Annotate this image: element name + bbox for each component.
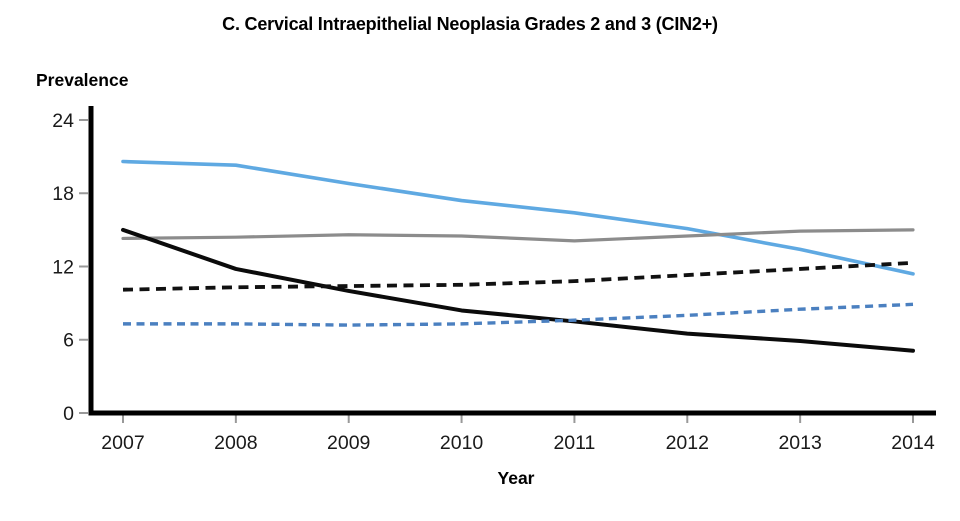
x-axis-title: Year — [497, 468, 535, 488]
x-axis-tick-label: 2008 — [214, 432, 257, 454]
x-axis-tick-label: 2010 — [440, 432, 484, 454]
x-axis-tick-label: 2007 — [101, 432, 144, 454]
y-axis-tick-label: 6 — [63, 330, 74, 352]
y-axis-tick-label: 24 — [52, 110, 74, 132]
series-line-blue-dashed — [123, 302, 914, 327]
series-line-black-solid — [121, 227, 915, 353]
y-axis-title: Prevalence — [36, 70, 129, 90]
series-line-light-blue-solid — [121, 159, 915, 276]
chart-title: C. Cervical Intraepithelial Neoplasia Gr… — [222, 14, 718, 34]
x-axis-tick-label: 2011 — [553, 432, 595, 454]
series-line-gray-solid — [121, 228, 915, 243]
y-axis-tick-label: 0 — [63, 403, 74, 425]
x-axis-tick-label: 2012 — [666, 432, 709, 454]
y-axis-tick-label: 12 — [52, 256, 74, 278]
series-line-black-dashed — [122, 260, 914, 292]
x-axis-tick-label: 2009 — [327, 432, 370, 454]
x-axis-tick-label: 2013 — [778, 432, 821, 454]
x-axis-tick-label: 2014 — [891, 432, 935, 454]
y-axis-tick-label: 18 — [52, 183, 74, 205]
